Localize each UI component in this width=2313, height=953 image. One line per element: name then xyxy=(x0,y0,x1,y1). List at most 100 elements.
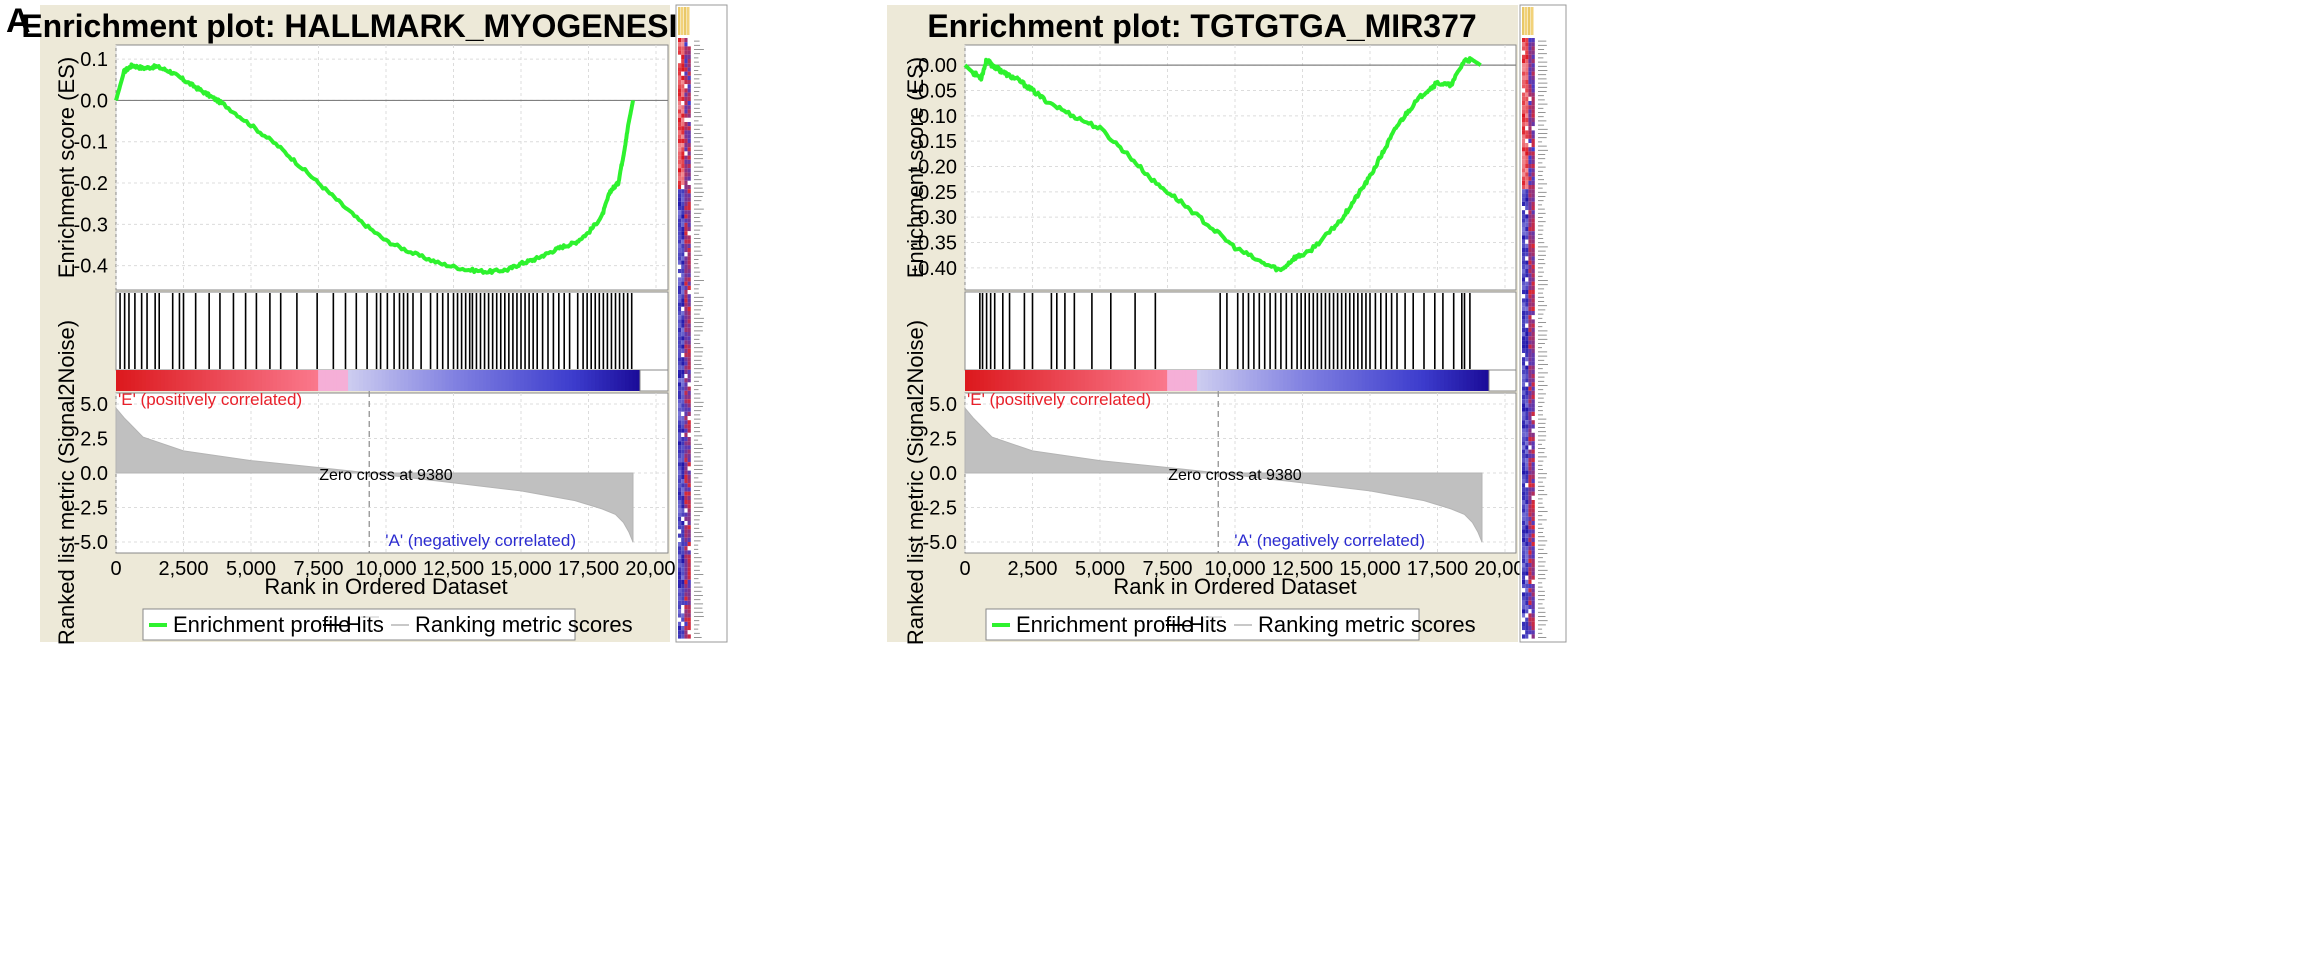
heatmap-cell xyxy=(684,634,688,639)
heatmap-cell xyxy=(687,92,691,97)
heatmap-cell xyxy=(1525,424,1529,429)
heatmap-cell xyxy=(1525,75,1529,80)
heatmap-cell xyxy=(1528,42,1532,47)
heatmap-cell xyxy=(1522,96,1526,101)
heatmap-cell xyxy=(684,374,688,379)
heatmap-cell xyxy=(678,609,682,614)
legend-box xyxy=(142,608,576,641)
heatmap-cell xyxy=(1525,96,1529,101)
heatmap-cell xyxy=(1528,466,1532,471)
heatmap-cell xyxy=(681,109,685,114)
heatmap-cell xyxy=(678,151,682,156)
heatmap-cell xyxy=(1528,504,1532,509)
ranked-color-bar-segment xyxy=(583,370,589,391)
ranked-color-bar-segment xyxy=(419,370,424,391)
ranked-color-bar-segment xyxy=(1354,370,1359,391)
heatmap-cell xyxy=(1528,613,1532,618)
ranked-color-bar-segment xyxy=(116,370,121,391)
heatmap-cell xyxy=(681,185,685,190)
heatmap-cell xyxy=(1531,432,1535,437)
heatmap-cell xyxy=(681,260,685,265)
heatmap-cell xyxy=(687,558,691,563)
heatmap-cell xyxy=(684,483,688,488)
heatmap-cell xyxy=(1528,357,1532,362)
heatmap-cell xyxy=(1525,218,1529,223)
heatmap-cell xyxy=(681,575,685,580)
ranked-color-bar-segment xyxy=(972,370,977,391)
ranked-color-bar-segment xyxy=(497,370,503,391)
ranked-color-bar-segment xyxy=(1316,370,1322,391)
heatmap-cell xyxy=(687,500,691,505)
heatmap-cell xyxy=(684,206,688,211)
heatmap-cell xyxy=(1528,495,1532,500)
ranked-color-bar-segment xyxy=(479,370,484,391)
ranked-color-bar-segment xyxy=(273,370,278,391)
heatmap-cell xyxy=(1531,222,1535,227)
heatmap-cell xyxy=(684,101,688,106)
heatmap-cell xyxy=(1525,248,1529,253)
heatmap-cell xyxy=(1522,340,1526,345)
heatmap-cell xyxy=(1528,151,1532,156)
heatmap-cell xyxy=(687,243,691,248)
heatmap-cell xyxy=(678,206,682,211)
ranked-color-bar-segment xyxy=(269,370,274,391)
heatmap-cell xyxy=(1531,273,1535,278)
heatmap-cell xyxy=(1525,491,1529,496)
heatmap-cell xyxy=(1522,508,1526,513)
heatmap-cell xyxy=(1522,546,1526,551)
heatmap-cell xyxy=(687,277,691,282)
heatmap-cell xyxy=(681,525,685,530)
heatmap-cell xyxy=(687,508,691,513)
ranked-color-bar-segment xyxy=(456,370,461,391)
heatmap-cell xyxy=(1522,487,1526,492)
enrichment-profile-line xyxy=(114,62,635,275)
ranked-color-bar-segment xyxy=(1178,370,1183,391)
heatmap-cell xyxy=(678,67,682,72)
ranked-color-bar-segment xyxy=(370,370,375,391)
heatmap-cell xyxy=(1531,621,1535,626)
heatmap-cell xyxy=(681,63,685,68)
x-tick-label: 15,000 xyxy=(1339,558,1400,580)
heatmap-cell xyxy=(1525,113,1529,118)
heatmap-cell xyxy=(684,105,688,110)
heatmap-cell xyxy=(678,353,682,358)
heatmap-cell xyxy=(684,579,688,584)
heatmap-cell xyxy=(1525,155,1529,160)
heatmap-cell xyxy=(684,491,688,496)
es-tick-label: 0.1 xyxy=(80,49,108,71)
heatmap-cell xyxy=(1528,206,1532,211)
heatmap-cell xyxy=(1522,479,1526,484)
heatmap-cell xyxy=(1528,470,1532,475)
heatmap-cell xyxy=(1528,584,1532,589)
heatmap-cell xyxy=(678,147,682,152)
heatmap-cell xyxy=(1528,101,1532,106)
heatmap-cell xyxy=(1522,323,1526,328)
ranked-color-bar-segment xyxy=(157,370,162,391)
heatmap-cell xyxy=(681,227,685,232)
ranked-color-bar-segment xyxy=(355,370,360,391)
heatmap-cell xyxy=(684,273,688,278)
heatmap-cell xyxy=(678,558,682,563)
x-tick-label: 10,000 xyxy=(355,558,416,580)
ranked-color-bar-segment xyxy=(991,370,996,391)
heatmap-cell xyxy=(1528,294,1532,299)
heatmap-cell xyxy=(1531,206,1535,211)
heatmap-cell xyxy=(678,185,682,190)
heatmap-cell xyxy=(687,252,691,257)
heatmap-cell xyxy=(1522,344,1526,349)
heatmap-cell xyxy=(684,113,688,118)
heatmap-cell xyxy=(684,479,688,484)
heatmap-cell xyxy=(684,600,688,605)
heatmap-cell xyxy=(684,88,688,93)
ranked-color-bar-segment xyxy=(968,370,974,391)
heatmap-cell xyxy=(681,327,685,332)
ranked-color-bar-segment xyxy=(621,370,626,391)
heatmap-cell xyxy=(684,201,688,206)
heatmap-cell xyxy=(681,487,685,492)
heatmap-cell xyxy=(681,210,685,215)
ranked-color-bar-segment xyxy=(1129,370,1135,391)
heatmap-cell xyxy=(687,600,691,605)
heatmap-cell xyxy=(684,617,688,622)
heatmap-cell xyxy=(687,231,691,236)
heatmap-cell xyxy=(1531,96,1535,101)
